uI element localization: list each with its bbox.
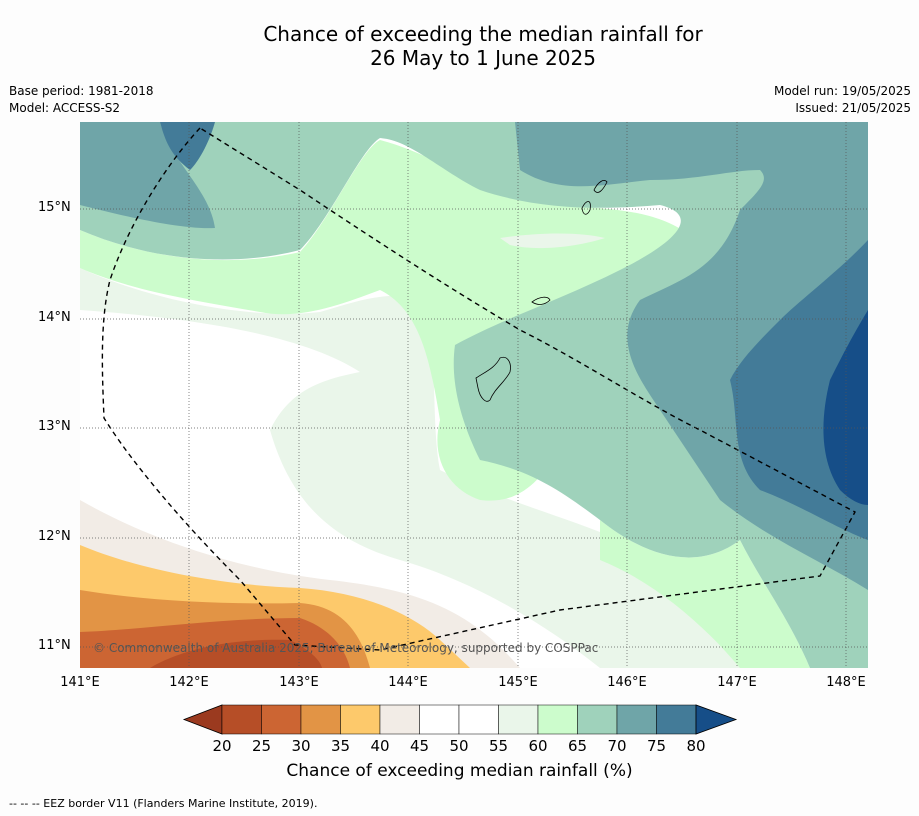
copyright-notice: © Commonwealth of Australia 2025, Bureau…: [93, 641, 599, 655]
band-75-80-nw: [160, 122, 215, 170]
lon-label: 144°E: [388, 675, 428, 690]
colorbar-extend-high: [695, 704, 738, 735]
lon-label: 147°E: [717, 675, 757, 690]
lon-label: 143°E: [279, 675, 319, 690]
title-line-1: Chance of exceeding the median rainfall …: [263, 22, 703, 46]
colorbar-segment: [616, 704, 657, 735]
lon-label: 146°E: [607, 675, 647, 690]
rainfall-map: [80, 122, 868, 668]
meta-right: Model run: 19/05/2025 Issued: 21/05/2025: [774, 83, 911, 117]
colorbar-tick-label: 50: [449, 737, 469, 755]
lon-label: 145°E: [498, 675, 538, 690]
colorbar-extend-low: [182, 704, 223, 735]
band-65-70: [80, 122, 868, 668]
colorbar-tick-label: 35: [330, 737, 351, 755]
band-70-75-nw: [80, 122, 215, 229]
eez-footnote: -- -- -- EEZ border V11 (Flanders Marine…: [9, 797, 318, 810]
model-run: Model run: 19/05/2025: [773, 84, 911, 98]
tinian-island: [581, 201, 591, 215]
colorbar-tick-label: 25: [251, 737, 272, 755]
colorbar-label: Chance of exceeding median rainfall (%): [286, 761, 633, 781]
lon-label: 141°E: [60, 675, 100, 690]
colorbar-tick-label: 75: [646, 737, 667, 755]
band-60-65-south: [600, 520, 810, 668]
colorbar-segment: [458, 704, 499, 735]
colorbar-tick-label: 20: [212, 737, 232, 755]
colorbar-segment: [379, 704, 420, 735]
colorbar-segment: [419, 704, 460, 735]
colorbar-segment: [537, 704, 578, 735]
colorbar-segment: [300, 704, 341, 735]
lat-label: 12°N: [38, 529, 71, 544]
graticule: [80, 122, 868, 668]
guam-island: [475, 356, 511, 402]
colorbar-tick-label: 40: [370, 737, 390, 755]
eez-border: [101, 127, 856, 651]
colorbar: [182, 704, 738, 735]
colorbar-tick-label: 30: [291, 737, 311, 755]
colorbar-segment: [656, 704, 697, 735]
lat-label: 14°N: [38, 310, 71, 325]
lat-label: 11°N: [38, 638, 71, 653]
model-name: Model: ACCESS-S2: [9, 101, 121, 115]
saipan-island: [593, 180, 608, 193]
lat-label: 13°N: [38, 419, 71, 434]
colorbar-segment: [340, 704, 381, 735]
lon-label: 148°E: [826, 675, 866, 690]
lon-label: 142°E: [169, 675, 209, 690]
colorbar-segment: [221, 704, 262, 735]
colorbar-tick-label: 65: [567, 737, 588, 755]
issued-date: Issued: 21/05/2025: [795, 101, 911, 115]
colorbar-tick-label: 45: [409, 737, 430, 755]
colorbar-tick-label: 55: [488, 737, 509, 755]
colorbar-segment: [577, 704, 618, 735]
rota-island: [531, 296, 551, 305]
colorbar-segment: [261, 704, 302, 735]
lat-label: 15°N: [38, 200, 71, 215]
title-line-2: 26 May to 1 June 2025: [370, 46, 596, 70]
colorbar-tick-label: 70: [607, 737, 627, 755]
colorbar-tick-label: 80: [686, 737, 706, 755]
band-55-60-islet: [500, 233, 605, 249]
band-55-60: [80, 268, 760, 668]
colorbar-tick-label: 60: [528, 737, 548, 755]
map-title: Chance of exceeding the median rainfall …: [0, 22, 919, 70]
colorbar-segment: [498, 704, 539, 735]
meta-left: Base period: 1981-2018 Model: ACCESS-S2: [9, 83, 154, 117]
base-period: Base period: 1981-2018: [9, 84, 154, 98]
